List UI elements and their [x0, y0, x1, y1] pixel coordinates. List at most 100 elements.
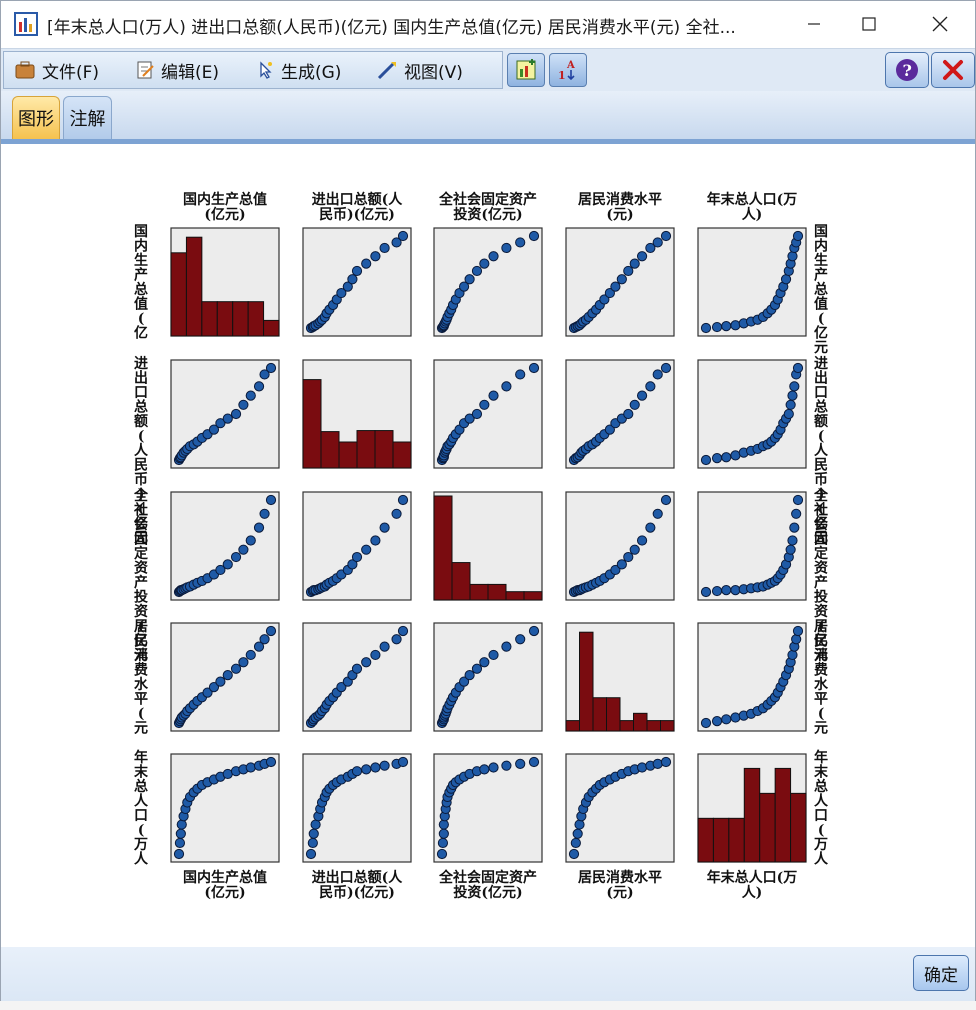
data-point: [721, 452, 732, 463]
data-point: [645, 522, 656, 533]
right-axis-label: 值: [814, 296, 828, 313]
histogram-bar: [302, 379, 322, 469]
top-axis-label: 国内生产总值: [183, 191, 267, 208]
bottom-axis-label: 人): [742, 884, 763, 901]
data-point: [245, 390, 256, 401]
add-element-button[interactable]: [507, 53, 545, 87]
data-point: [574, 819, 585, 830]
left-axis-label: 民: [134, 458, 148, 474]
chart-area: 国内生产总值 国内生产总值 (亿元) (亿元) 进出口总额(人 进出口总额(人 民币)(亿元…: [1, 144, 975, 947]
bottom-axis-label: 民币)(亿元): [319, 884, 395, 901]
data-point: [792, 625, 804, 637]
data-point: [730, 320, 741, 331]
data-point: [604, 287, 615, 299]
data-point: [652, 508, 663, 519]
histogram-bar: [247, 301, 265, 337]
left-axis-label: 总: [134, 281, 148, 298]
tab-graph[interactable]: 图形: [12, 96, 60, 139]
right-axis-label: 固: [814, 532, 828, 548]
right-axis-label: 全: [813, 487, 829, 504]
data-point: [645, 381, 656, 392]
histogram-bar: [697, 817, 714, 863]
data-point: [202, 687, 213, 698]
help-button[interactable]: ?: [885, 52, 929, 88]
right-axis-label: 居: [814, 619, 828, 635]
histogram-bar: [469, 583, 489, 601]
histogram-bar: [660, 720, 675, 732]
data-point: [176, 819, 187, 830]
data-point: [230, 408, 242, 420]
data-point: [629, 258, 640, 269]
right-axis-label: 总: [814, 281, 828, 298]
right-axis-label: 国: [814, 224, 828, 240]
data-point: [610, 281, 621, 292]
menu-file[interactable]: 文件(F): [14, 58, 100, 83]
left-axis-label: (: [138, 501, 145, 517]
left-axis-label: (: [138, 311, 145, 327]
left-axis-label: 币: [134, 472, 148, 488]
data-point: [515, 634, 526, 645]
right-axis-label: 亿: [814, 325, 828, 342]
data-point: [528, 625, 540, 637]
menu-view-label: 视图(V): [404, 62, 463, 83]
data-point: [636, 535, 648, 546]
tab-notes[interactable]: 注解: [63, 96, 112, 139]
data-point: [515, 758, 526, 769]
bottom-axis-label: 全社会固定资产: [438, 869, 537, 886]
ok-button[interactable]: 确定: [913, 955, 969, 991]
histogram-bar: [263, 319, 280, 337]
data-point: [660, 362, 672, 374]
menu-file-label: 文件(F): [42, 62, 100, 83]
minimize-button[interactable]: [791, 1, 837, 47]
data-point: [253, 381, 265, 392]
data-point: [347, 559, 358, 570]
exit-button[interactable]: [931, 52, 975, 88]
maximize-button[interactable]: [846, 1, 892, 47]
edit-document-icon: [137, 61, 154, 79]
data-point: [336, 682, 347, 693]
data-point: [379, 522, 390, 533]
left-axis-label: (: [138, 823, 145, 839]
data-point: [604, 424, 615, 435]
title-bar[interactable]: [年末总人口(万人) 进出口总额(人民币)(亿元) 国内生产总值(亿元) 居民消…: [1, 1, 975, 47]
data-point: [342, 281, 353, 292]
data-point: [351, 766, 363, 777]
data-point: [623, 265, 634, 277]
data-point: [222, 413, 233, 424]
menu-edit[interactable]: 编辑(E): [135, 58, 219, 83]
right-axis-label: (: [818, 429, 825, 445]
data-point: [791, 508, 802, 519]
menu-view[interactable]: 视图(V): [376, 58, 463, 83]
data-point: [464, 670, 475, 681]
menu-generate[interactable]: 生成(G): [255, 58, 341, 83]
data-point: [222, 559, 233, 570]
data-point: [721, 714, 732, 725]
data-point: [436, 848, 448, 860]
data-point: [488, 251, 499, 262]
window-title: [年末总人口(万人) 进出口总额(人民币)(亿元) 国内生产总值(亿元) 居民消…: [47, 18, 736, 38]
histogram-bar: [790, 792, 807, 863]
data-point: [730, 585, 741, 596]
data-point: [351, 551, 363, 563]
data-point: [370, 649, 381, 661]
left-axis-label: 人: [134, 851, 149, 868]
left-axis-label: 国: [134, 224, 148, 240]
data-point: [721, 585, 732, 596]
data-point: [488, 390, 499, 401]
right-axis-label: 产: [814, 267, 828, 284]
data-point: [265, 494, 277, 506]
tab-strip: 图形 注解: [1, 91, 975, 139]
data-point: [528, 230, 540, 242]
left-axis-label: 投: [134, 590, 148, 606]
data-point: [305, 848, 317, 860]
svg-text:A: A: [566, 60, 575, 71]
data-point: [652, 237, 663, 248]
right-axis-label: (: [818, 501, 825, 517]
svg-text:?: ?: [903, 61, 912, 80]
right-axis-label: 元: [814, 340, 828, 356]
close-button[interactable]: [917, 1, 963, 47]
histogram-bar: [774, 767, 792, 863]
right-axis-label: 费: [814, 662, 828, 679]
data-point: [479, 657, 490, 668]
